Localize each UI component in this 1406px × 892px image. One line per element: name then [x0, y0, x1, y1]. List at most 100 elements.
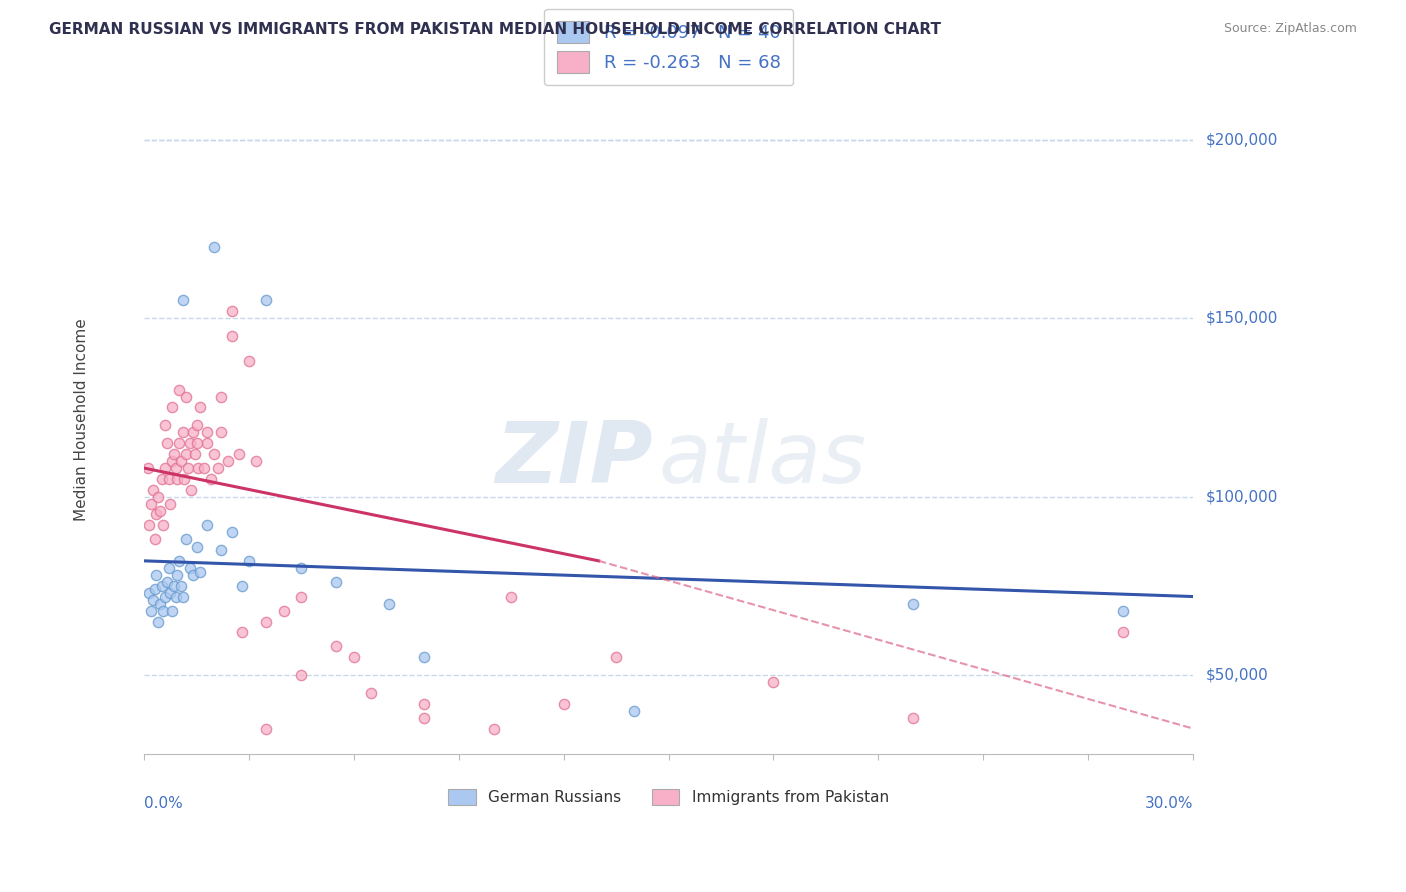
- Point: [482, 722, 505, 736]
- Point: [325, 640, 347, 654]
- Point: [157, 561, 180, 575]
- Point: [202, 240, 225, 254]
- Point: [1112, 604, 1135, 618]
- Text: Source: ZipAtlas.com: Source: ZipAtlas.com: [1223, 22, 1357, 36]
- Point: [188, 565, 211, 579]
- Point: [179, 561, 201, 575]
- Point: [200, 472, 222, 486]
- Point: [163, 579, 186, 593]
- Point: [142, 483, 165, 497]
- Point: [202, 447, 225, 461]
- Text: $150,000: $150,000: [1206, 310, 1278, 326]
- Point: [165, 590, 187, 604]
- Point: [238, 554, 260, 568]
- Point: [181, 425, 204, 440]
- Point: [146, 615, 169, 629]
- Point: [412, 711, 434, 725]
- Text: 30.0%: 30.0%: [1144, 797, 1194, 812]
- Point: [138, 586, 160, 600]
- Point: [174, 447, 197, 461]
- Point: [762, 675, 785, 690]
- Point: [181, 568, 204, 582]
- Point: [238, 354, 260, 368]
- Point: [173, 472, 195, 486]
- Text: Median Household Income: Median Household Income: [73, 318, 89, 521]
- Point: [136, 461, 159, 475]
- Point: [170, 579, 193, 593]
- Point: [378, 597, 401, 611]
- Point: [195, 436, 218, 450]
- Point: [139, 604, 162, 618]
- Text: ZIP: ZIP: [495, 418, 652, 501]
- Point: [231, 579, 253, 593]
- Point: [138, 518, 160, 533]
- Point: [360, 686, 382, 700]
- Point: [142, 593, 165, 607]
- Point: [160, 604, 183, 618]
- Point: [623, 704, 645, 718]
- Point: [605, 650, 627, 665]
- Point: [149, 504, 172, 518]
- Text: GERMAN RUSSIAN VS IMMIGRANTS FROM PAKISTAN MEDIAN HOUSEHOLD INCOME CORRELATION C: GERMAN RUSSIAN VS IMMIGRANTS FROM PAKIST…: [49, 22, 941, 37]
- Point: [163, 447, 186, 461]
- Point: [245, 454, 267, 468]
- Point: [160, 454, 183, 468]
- Point: [221, 304, 243, 318]
- Point: [174, 390, 197, 404]
- Point: [160, 401, 183, 415]
- Point: [343, 650, 366, 665]
- Point: [188, 401, 211, 415]
- Point: [553, 697, 575, 711]
- Point: [209, 425, 232, 440]
- Point: [172, 425, 194, 440]
- Point: [167, 383, 190, 397]
- Point: [228, 447, 250, 461]
- Text: atlas: atlas: [658, 418, 866, 501]
- Point: [143, 582, 166, 597]
- Legend: German Russians, Immigrants from Pakistan: German Russians, Immigrants from Pakista…: [441, 781, 897, 813]
- Point: [290, 590, 312, 604]
- Point: [273, 604, 295, 618]
- Point: [195, 425, 218, 440]
- Point: [186, 418, 208, 433]
- Point: [186, 540, 208, 554]
- Point: [184, 447, 207, 461]
- Point: [165, 461, 187, 475]
- Point: [166, 472, 188, 486]
- Text: $50,000: $50,000: [1206, 667, 1268, 682]
- Point: [177, 461, 200, 475]
- Point: [412, 650, 434, 665]
- Point: [139, 497, 162, 511]
- Point: [153, 418, 176, 433]
- Text: 0.0%: 0.0%: [145, 797, 183, 812]
- Point: [152, 604, 174, 618]
- Point: [186, 436, 208, 450]
- Point: [221, 329, 243, 343]
- Point: [195, 518, 218, 533]
- Point: [143, 533, 166, 547]
- Point: [290, 668, 312, 682]
- Point: [209, 543, 232, 558]
- Point: [412, 697, 434, 711]
- Text: $200,000: $200,000: [1206, 132, 1278, 147]
- Point: [179, 436, 201, 450]
- Point: [150, 472, 173, 486]
- Point: [256, 722, 278, 736]
- Point: [152, 518, 174, 533]
- Point: [217, 454, 239, 468]
- Point: [221, 525, 243, 540]
- Point: [903, 711, 925, 725]
- Point: [193, 461, 215, 475]
- Point: [157, 472, 180, 486]
- Point: [1112, 625, 1135, 640]
- Point: [172, 590, 194, 604]
- Point: [256, 615, 278, 629]
- Point: [156, 436, 179, 450]
- Point: [166, 568, 188, 582]
- Point: [153, 590, 176, 604]
- Point: [903, 597, 925, 611]
- Point: [290, 561, 312, 575]
- Point: [256, 293, 278, 308]
- Point: [159, 497, 181, 511]
- Point: [325, 575, 347, 590]
